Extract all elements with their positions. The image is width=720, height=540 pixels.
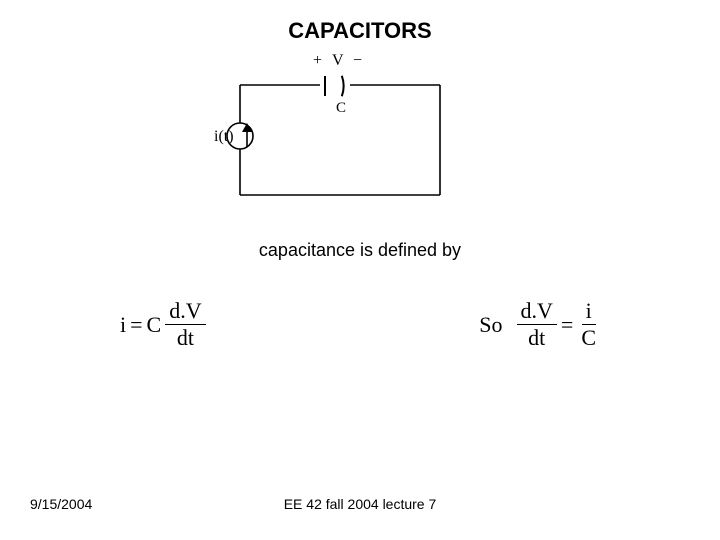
voltage-plus: + [313, 52, 322, 70]
equation-1: i = C d.V dt [120, 300, 206, 349]
voltage-minus: − [353, 52, 362, 70]
page-title: CAPACITORS [0, 18, 720, 44]
equations-area: i = C d.V dt So d.V dt = i C [120, 300, 600, 349]
eq1-equals: = [130, 312, 142, 338]
circuit-diagram [200, 70, 460, 220]
eq1-fraction: d.V dt [165, 300, 205, 349]
eq2-num2: i [582, 300, 596, 325]
eq2-fraction-left: d.V dt [517, 300, 557, 349]
eq1-lhs: i [120, 312, 126, 338]
eq2-fraction-right: i C [577, 300, 600, 349]
eq1-denominator: dt [173, 325, 198, 349]
equation-2: So d.V dt = i C [479, 300, 600, 349]
eq2-prefix: So [479, 312, 502, 338]
eq2-equals: = [561, 312, 573, 338]
eq1-coef: C [147, 312, 162, 338]
subtitle-text: capacitance is defined by [0, 240, 720, 261]
eq2-den1: dt [524, 325, 549, 349]
voltage-symbol: V [332, 52, 344, 70]
footer-course: EE 42 fall 2004 lecture 7 [0, 496, 720, 512]
eq2-den2: C [577, 325, 600, 349]
eq1-numerator: d.V [165, 300, 205, 325]
eq2-num1: d.V [517, 300, 557, 325]
